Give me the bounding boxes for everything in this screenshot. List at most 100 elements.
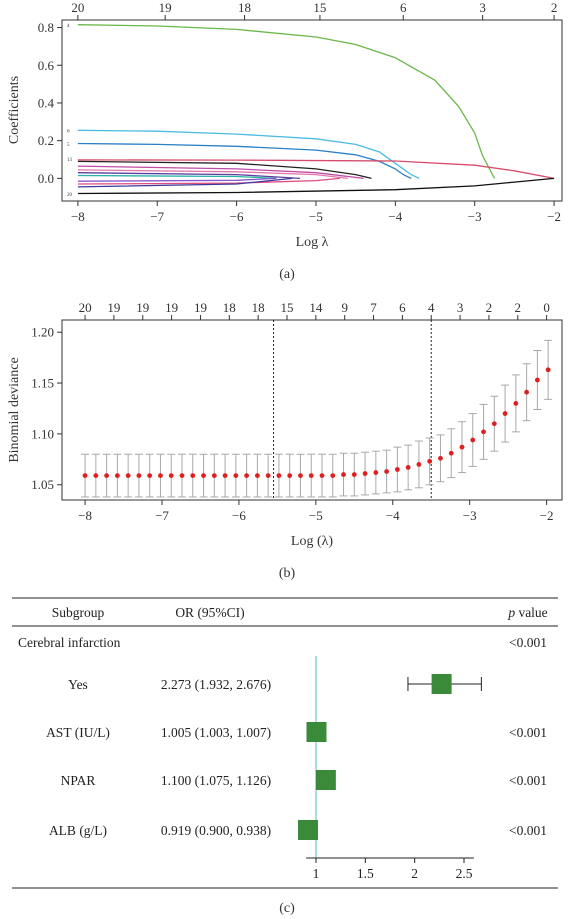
deviance-point	[254, 473, 260, 478]
top-tick-label-a: 20	[71, 0, 84, 15]
top-tick-label-b: 15	[281, 300, 294, 315]
or-box	[431, 674, 452, 694]
forest-x-tick-label: 2	[411, 866, 418, 881]
deviance-point	[222, 473, 228, 478]
panel-label-c: (c)	[279, 901, 295, 916]
x-tick-label-b: −5	[309, 508, 323, 523]
row-or-ci: 0.919 (0.900, 0.938)	[161, 823, 271, 838]
row-or-ci: 2.273 (1.932, 2.676)	[161, 677, 271, 692]
deviance-point	[211, 473, 217, 478]
coef-path-11	[77, 177, 340, 185]
y-axis-label-b: Binomial deviance	[7, 357, 22, 462]
top-tick-label-a: 18	[238, 0, 251, 15]
or-box	[315, 770, 336, 790]
x-tick-label-a: −5	[309, 209, 323, 224]
x-axis-label-b: Log (λ)	[291, 534, 334, 549]
coef-path-3	[77, 142, 412, 179]
row-label: NPAR	[61, 773, 96, 788]
deviance-point	[459, 444, 465, 450]
deviance-point	[104, 473, 110, 478]
deviance-point	[287, 473, 293, 478]
forest-x-tick-label: 2.5	[456, 866, 473, 881]
forest-x-tick-label: 1	[313, 866, 320, 881]
top-tick-label-b: 14	[309, 300, 323, 315]
group-label: Cerebral infarction	[18, 635, 121, 650]
coef-path-9	[77, 174, 277, 180]
deviance-point	[298, 473, 303, 478]
deviance-point	[125, 473, 131, 478]
row-label: ALB (g/L)	[49, 823, 107, 838]
deviance-point	[416, 462, 422, 467]
coef-path-13	[77, 177, 555, 195]
path-end-label: 13	[67, 158, 73, 163]
top-tick-label-b: 18	[252, 300, 265, 315]
y-tick-label-b: 1.05	[31, 477, 54, 492]
y-tick-label-a: 0.6	[38, 58, 55, 73]
row-or-ci: 1.100 (1.075, 1.126)	[161, 773, 271, 788]
x-tick-label-b: −6	[232, 508, 246, 523]
x-tick-label-a: −4	[388, 209, 402, 224]
path-end-label: 6	[67, 130, 70, 135]
x-tick-label-a: −7	[150, 209, 164, 224]
deviance-point	[341, 472, 346, 477]
panel-label-a: (a)	[279, 267, 295, 282]
deviance-point	[233, 473, 239, 478]
deviance-point	[351, 472, 357, 477]
deviance-point	[93, 473, 99, 478]
deviance-point	[502, 411, 508, 416]
plot-frame-a	[61, 19, 563, 202]
row-or-ci: 1.005 (1.003, 1.007)	[161, 725, 271, 740]
deviance-point	[168, 473, 174, 478]
deviance-point	[384, 469, 390, 474]
deviance-point	[513, 400, 519, 406]
top-tick-label-a: 6	[400, 0, 407, 15]
deviance-point	[330, 473, 336, 478]
x-tick-label-b: −7	[155, 508, 169, 523]
deviance-point	[179, 473, 185, 478]
coef-path-8	[77, 172, 301, 180]
top-tick-label-b: 19	[136, 300, 149, 315]
coef-path-12	[77, 177, 293, 188]
deviance-point	[470, 437, 476, 443]
row-p-value: <0.001	[509, 773, 547, 788]
deviance-point	[534, 377, 540, 383]
or-box	[306, 722, 327, 742]
deviance-point	[394, 467, 400, 472]
deviance-point	[438, 455, 443, 461]
deviance-point	[448, 450, 454, 456]
y-tick-label-b: 1.10	[31, 426, 54, 441]
top-tick-label-b: 0	[543, 300, 550, 315]
deviance-point	[481, 429, 486, 435]
top-tick-label-b: 4	[428, 300, 435, 315]
deviance-point	[427, 458, 433, 464]
coef-path-4	[77, 159, 555, 180]
deviance-point	[491, 421, 497, 427]
path-end-label: 4	[67, 24, 70, 29]
y-axis-label-a: Coefficients	[7, 76, 22, 144]
y-tick-label-a: 0.0	[38, 171, 54, 186]
header-subgroup: Subgroup	[52, 605, 105, 620]
top-tick-label-a: 15	[313, 0, 326, 15]
x-tick-label-a: −2	[547, 209, 561, 224]
x-tick-label-b: −4	[386, 508, 400, 523]
deviance-point	[114, 473, 120, 478]
row-label: AST (IU/L)	[46, 725, 110, 740]
top-tick-label-b: 2	[486, 300, 493, 315]
top-tick-label-b: 19	[107, 300, 120, 315]
deviance-point	[158, 473, 163, 478]
x-axis-label-a: Log λ	[296, 235, 329, 250]
plot-frame-b	[61, 319, 563, 501]
x-tick-label-b: −2	[540, 508, 554, 523]
x-tick-label-a: −3	[468, 209, 482, 224]
deviance-point	[405, 465, 411, 470]
deviance-point	[524, 389, 530, 395]
path-end-label: 20	[67, 193, 73, 198]
top-tick-label-b: 18	[223, 300, 236, 315]
deviance-point	[147, 473, 153, 478]
x-tick-label-b: −3	[463, 508, 477, 523]
deviance-point	[362, 471, 368, 476]
row-label: Yes	[68, 677, 88, 692]
coef-path-1	[77, 24, 496, 179]
header-or: OR (95%CI)	[175, 605, 244, 620]
